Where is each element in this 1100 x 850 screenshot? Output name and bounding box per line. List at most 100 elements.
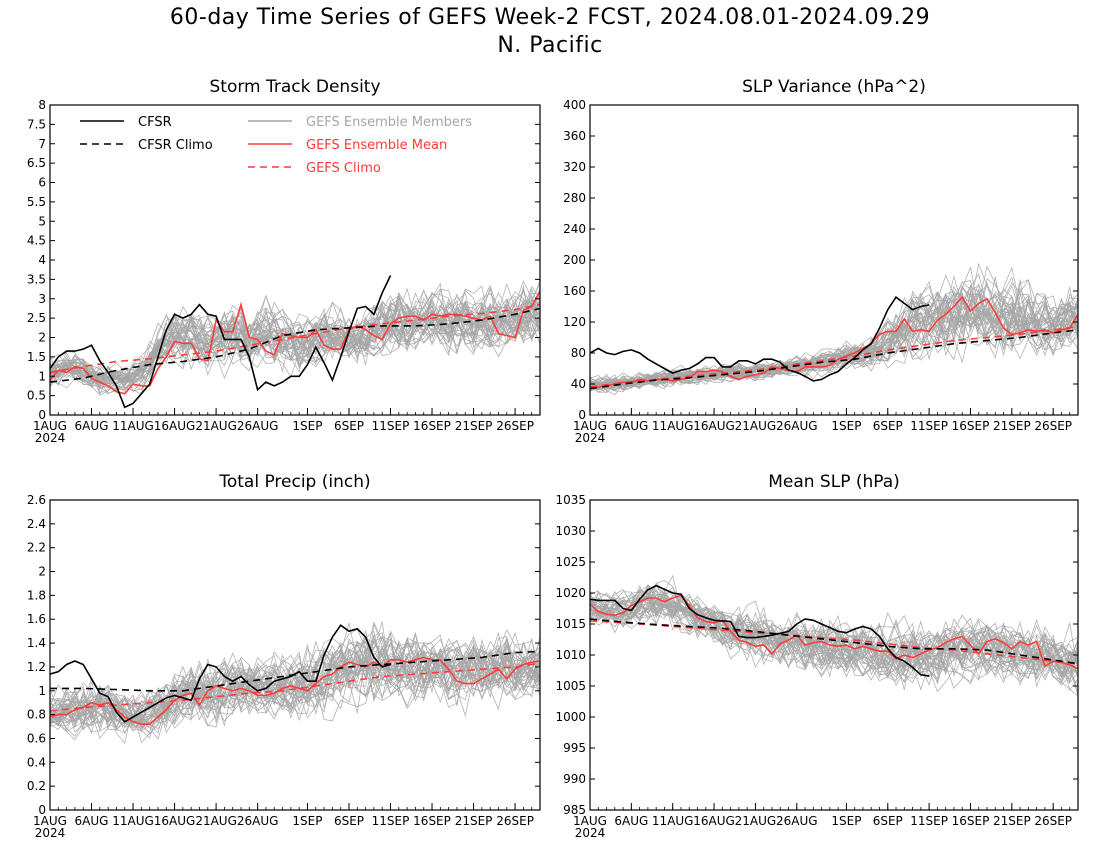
chart-panel-1: Storm Track Density 0 0.5 1 1.5 2 2.5 3 3.5 4 4.5 5…	[27, 77, 541, 445]
ensemble-member-line	[590, 589, 1078, 676]
y-tick-label: 3	[38, 292, 46, 306]
panel-title: Mean SLP (hPa)	[768, 472, 900, 492]
y-tick-label: 2.4	[27, 517, 46, 531]
x-tick-label: 26SEP	[1034, 419, 1072, 433]
x-tick-label: 1AUG	[33, 419, 67, 433]
x-tick-label: 16SEP	[952, 419, 990, 433]
y-tick-label: 8	[38, 98, 46, 112]
y-tick-label: 2.5	[27, 311, 46, 325]
legend-label-mean: GEFS Ensemble Mean	[306, 138, 447, 153]
legend-label-cfsr-climo: CFSR Climo	[138, 138, 213, 153]
y-tick-label: 1000	[555, 710, 586, 724]
y-tick-label: 1	[38, 684, 46, 698]
series-line-cfsr	[590, 296, 930, 382]
ensemble-member-line	[50, 295, 540, 384]
x-year-label: 2024	[575, 431, 606, 445]
x-tick-label: 1AUG	[33, 814, 67, 828]
x-tick-label: 26SEP	[1034, 814, 1072, 828]
x-tick-label: 21AUG	[195, 814, 237, 828]
x-tick-label: 6AUG	[75, 419, 109, 433]
legend-label-gefs-climo: GEFS Climo	[306, 161, 381, 176]
ensemble-member-line	[590, 583, 1078, 675]
ensemble-member-line	[50, 291, 540, 387]
y-tick-label: 1.2	[27, 660, 46, 674]
plot-area	[590, 574, 1078, 697]
y-tick-label: 0.4	[27, 755, 46, 769]
y-tick-label: 1020	[555, 586, 586, 600]
plot-frame	[49, 499, 541, 811]
x-tick-label: 6AUG	[614, 814, 648, 828]
y-tick-label: 1.4	[27, 636, 46, 650]
y-tick-label: 40	[571, 377, 586, 391]
ensemble-member-line	[50, 642, 540, 739]
y-tick-label: 280	[563, 191, 586, 205]
x-tick-label: 16SEP	[413, 814, 451, 828]
panel-title: Total Precip (inch)	[218, 472, 370, 492]
ensemble-member-line	[590, 598, 1078, 684]
ensemble-member-line	[50, 637, 540, 731]
figure-title-line2: N. Pacific	[497, 33, 603, 58]
x-year-label: 2024	[575, 826, 606, 840]
series-line-mean	[50, 656, 540, 726]
panel-title: SLP Variance (hPa^2)	[742, 77, 926, 97]
x-tick-label: 16SEP	[413, 419, 451, 433]
x-tick-label: 6SEP	[334, 419, 364, 433]
x-tick-label: 11SEP	[372, 814, 410, 828]
chart-panels: Storm Track Density 0 0.5 1 1.5 2 2.5 3 3.5 4 4.5 5…	[27, 77, 1079, 840]
x-tick-label: 11AUG	[652, 814, 694, 828]
y-tick-label: 1.8	[27, 588, 46, 602]
x-tick-label: 21SEP	[993, 419, 1031, 433]
x-tick-label: 1SEP	[292, 419, 322, 433]
ensemble-member-line	[590, 599, 1078, 677]
y-tick-label: 200	[563, 253, 586, 267]
ensemble-member-line	[50, 297, 540, 388]
chart-panel-2: SLP Variance (hPa^2) 0 40 80 120 160 200 240 280…	[563, 77, 1079, 445]
legend-label-cfsr: CFSR	[138, 115, 172, 130]
x-tick-label: 26SEP	[496, 419, 534, 433]
ensemble-member-line	[590, 273, 1078, 389]
series-line-mean	[590, 594, 1078, 670]
series-line-mean	[50, 290, 540, 395]
x-tick-label: 6SEP	[873, 419, 903, 433]
ensemble-member-line	[590, 281, 1078, 386]
y-tick-label: 990	[563, 772, 586, 786]
series-line-mean	[590, 295, 1078, 390]
y-tick-label: 1.5	[27, 350, 46, 364]
x-tick-label: 1SEP	[831, 419, 861, 433]
y-tick-label: 0.8	[27, 708, 46, 722]
y-tick-label: 2	[38, 331, 46, 345]
y-tick-label: 985	[563, 803, 586, 817]
y-tick-label: 3.5	[27, 272, 46, 286]
x-tick-label: 1AUG	[573, 419, 607, 433]
y-tick-label: 5	[38, 214, 46, 228]
x-tick-label: 6AUG	[75, 814, 109, 828]
x-tick-label: 6SEP	[873, 814, 903, 828]
x-tick-label: 1SEP	[831, 814, 861, 828]
y-tick-label: 0	[38, 803, 46, 817]
y-tick-label: 1035	[555, 493, 586, 507]
y-tick-label: 400	[563, 98, 586, 112]
plot-area	[50, 275, 540, 409]
chart-panel-3: Total Precip (inch) 0 0.2 0.4 0.6 0.8 1 1.2 1.4 1…	[27, 472, 541, 840]
y-tick-label: 7.5	[27, 117, 46, 131]
y-tick-label: 2.6	[27, 493, 46, 507]
plot-area	[590, 262, 1078, 396]
ensemble-member-line	[590, 593, 1078, 684]
x-tick-label: 16AUG	[693, 814, 735, 828]
panel-title: Storm Track Density	[209, 77, 380, 97]
x-tick-label: 6AUG	[614, 419, 648, 433]
y-tick-label: 995	[563, 741, 586, 755]
x-tick-label: 16SEP	[952, 814, 990, 828]
x-tick-label: 11SEP	[910, 814, 948, 828]
ensemble-member-line	[50, 632, 540, 725]
ensemble-member-line	[50, 640, 540, 728]
x-year-label: 2024	[35, 826, 66, 840]
ensemble-member-line	[590, 306, 1078, 389]
chart-panel-4: Mean SLP (hPa) 985 990 995 1000 1005 1010 1015 1…	[555, 472, 1079, 840]
x-tick-label: 11SEP	[910, 419, 948, 433]
x-tick-label: 11AUG	[112, 814, 154, 828]
y-tick-label: 1	[38, 369, 46, 383]
x-tick-label: 26AUG	[776, 814, 818, 828]
y-tick-label: 1010	[555, 648, 586, 662]
